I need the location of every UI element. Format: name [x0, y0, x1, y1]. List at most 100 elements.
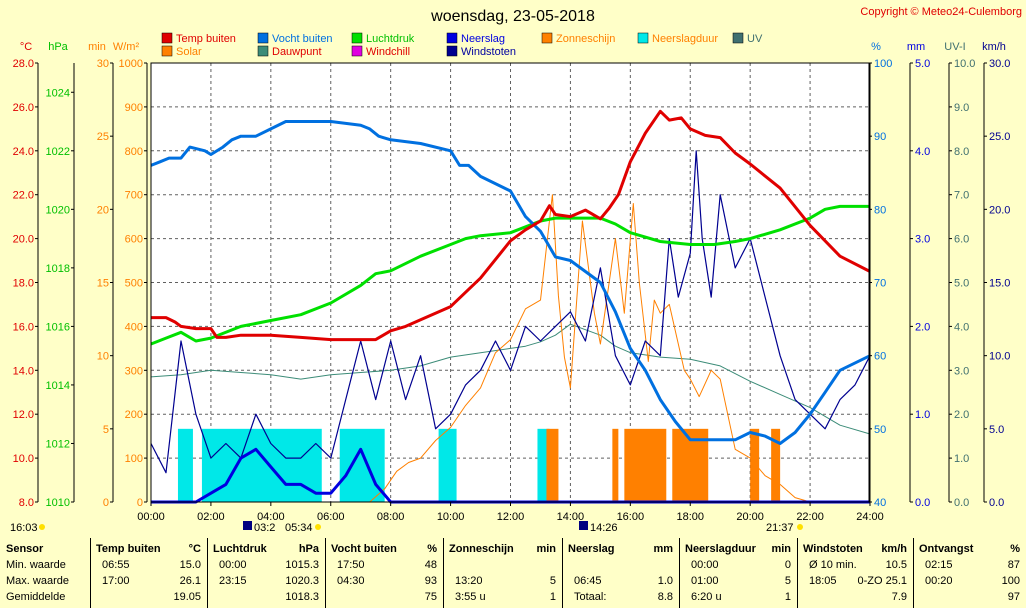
summary-cell-row: Ø 10 min. 10.5 — [803, 557, 907, 573]
axis-label-pressure: 1014 — [46, 380, 70, 392]
summary-cell-row: 02:15 87 — [919, 557, 1020, 573]
bar-neerslagduur — [201, 428, 322, 502]
x-tick-label: 00:00 — [137, 511, 165, 523]
summary-row-label-text: Sensor — [6, 543, 44, 555]
axis-label-wind: 5.0 — [989, 424, 1004, 436]
axis-label-solar: 0 — [137, 497, 143, 509]
summary-cell-row: 00:00 0 — [685, 557, 791, 573]
summary-cell-value: 10.5 — [885, 559, 907, 571]
summary-cell-row: 18:05 0-ZO 25.1 — [803, 573, 907, 589]
summary-row-label: Sensor — [6, 541, 90, 557]
summary-column-unit: % — [427, 543, 437, 555]
summary-cell-row: 75 — [331, 589, 437, 605]
axis-label-solar: 100 — [125, 453, 143, 465]
axis-label-solar: 700 — [125, 190, 143, 202]
summary-cell-value: 100 — [1001, 575, 1020, 587]
summary-cell-value: 0-ZO 25.1 — [857, 575, 907, 587]
summary-cell-row — [449, 557, 556, 573]
x-axis: 00:00 02:00 04:00 06:00 08:00 10:00 12:00 14:00… — [137, 502, 884, 523]
axis-label-temp: 12.0 — [13, 409, 34, 421]
summary-column-unit: hPa — [298, 543, 319, 555]
summary-column-unit: % — [1010, 543, 1020, 555]
left-time: 16:03 — [10, 522, 38, 534]
x-tick-label: 10:00 — [437, 511, 465, 523]
summary-cell-row: 23:15 1020.3 — [213, 573, 319, 589]
axis-label-solar: 800 — [125, 146, 143, 158]
series-temp-buiten — [151, 109, 871, 342]
axis-label-pressure: 1016 — [46, 321, 70, 333]
summary-cell-time: 06:45 — [574, 575, 602, 587]
series-vocht-buiten — [150, 120, 871, 445]
summary-column-header: Vocht buiten% — [331, 541, 437, 557]
summary-cell-value: 5 — [784, 575, 791, 587]
axis-label-humidity: 50 — [874, 424, 886, 436]
axis-label-uv: 0.0 — [954, 497, 969, 509]
legend-swatch-sunshine — [541, 32, 553, 44]
summary-cell-value: 48 — [424, 559, 437, 571]
moonrise-icon — [243, 521, 252, 530]
summary-cell-value: 0 — [784, 559, 791, 571]
legend-label-humidity: Vocht buiten — [272, 33, 333, 45]
summary-column-header: Zonneschijn min — [449, 541, 556, 557]
summary-column-title: Luchtdruk — [213, 543, 267, 555]
summary-cell-row: 13:20 5 — [449, 573, 556, 589]
unit-solar: W/m² — [113, 41, 140, 53]
bar-zonneschijn — [771, 428, 781, 502]
summary-cell-value: 1 — [549, 591, 556, 603]
axis-label-temp: 10.0 — [13, 453, 34, 465]
summary-row-label: Min. waarde — [6, 557, 90, 573]
x-tick-label: 14:00 — [557, 511, 585, 523]
summary-cell-row: 97 — [919, 589, 1020, 605]
summary-cell-time: 13:20 — [455, 575, 483, 587]
bar-neerslagduur — [438, 428, 457, 502]
summary-cell-time: 17:00 — [102, 575, 130, 587]
axis-label-uv: 5.0 — [954, 278, 969, 290]
summary-cell-row: 1018.3 — [213, 589, 319, 605]
summary-column-title: Neerslagduur — [685, 543, 756, 555]
axis-label-wind: 20.0 — [989, 204, 1010, 216]
summary-separator — [913, 538, 914, 608]
summary-cell-time: 00:20 — [925, 575, 953, 587]
summary-cell-value: 87 — [1007, 559, 1020, 571]
axis-label-minutes: 20 — [97, 204, 109, 216]
axis-label-temp: 28.0 — [13, 58, 34, 70]
summary-cell-time: 3:55 u — [455, 591, 486, 603]
summary-column-title: Vocht buiten — [331, 543, 397, 555]
bar-zonneschijn — [612, 428, 619, 502]
summary-cell-row — [568, 557, 673, 573]
axis-label-wind: 0.0 — [989, 497, 1004, 509]
axis-label-uv: 9.0 — [954, 102, 969, 114]
summary-cell-row: 00:20 100 — [919, 573, 1020, 589]
x-tick-label: 24:00 — [856, 511, 884, 523]
x-tick-label: 12:00 — [497, 511, 525, 523]
axis-label-uv: 6.0 — [954, 234, 969, 246]
axis-label-uv: 4.0 — [954, 321, 969, 333]
summary-separator — [207, 538, 208, 608]
summary-cell-row: 17:50 48 — [331, 557, 437, 573]
axis-label-rain: 2.0 — [915, 321, 930, 333]
axis-label-uv: 2.0 — [954, 409, 969, 421]
summary-separator — [443, 538, 444, 608]
axis-label-uv: 10.0 — [954, 58, 975, 70]
summary-row-label: Gemiddelde — [6, 589, 90, 605]
legend-swatch-windchill — [351, 45, 363, 57]
axis-label-temp: 14.0 — [13, 365, 34, 377]
axis-label-humidity: 70 — [874, 278, 886, 290]
summary-cell-value: 93 — [424, 575, 437, 587]
axis-label-wind: 15.0 — [989, 278, 1010, 290]
summary-row-label: Max. waarde — [6, 573, 90, 589]
unit-rain: mm — [907, 41, 925, 53]
bar-zonneschijn — [750, 428, 760, 502]
summary-column: Luchtdruk hPa 00:00 1015.3 23:15 1020.3 1018.3 — [213, 538, 319, 608]
chart-title: woensdag, 23-05-2018 — [430, 8, 595, 25]
axis-label-rain: 5.0 — [915, 58, 930, 70]
axis-label-temp: 26.0 — [13, 102, 34, 114]
x-tick-label: 16:00 — [617, 511, 645, 523]
summary-column-unit: mm — [653, 543, 673, 555]
summary-cell-time: 06:55 — [102, 559, 130, 571]
axis-label-humidity: 40 — [874, 497, 886, 509]
summary-cell-value: 1.0 — [657, 575, 673, 587]
summary-row-label-text: Max. waarde — [6, 575, 69, 587]
summary-column-title: Ontvangst — [919, 543, 974, 555]
summary-cell-value: 75 — [424, 591, 437, 603]
